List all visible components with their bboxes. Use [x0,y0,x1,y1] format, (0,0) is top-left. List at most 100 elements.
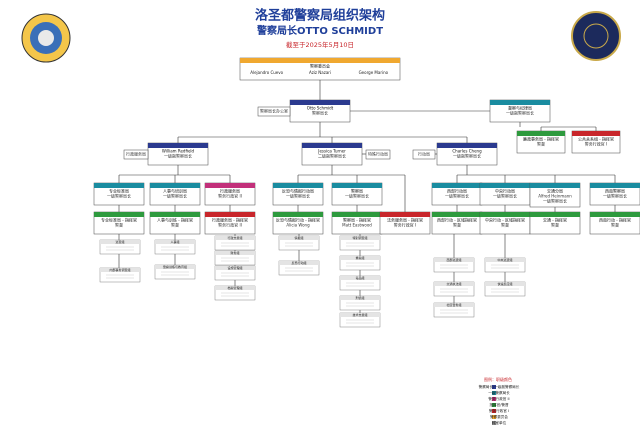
node-header [205,212,255,217]
subtitle: 警察局长OTTO SCHMIDT [256,24,383,37]
node-header [590,212,640,217]
node-header [94,183,144,188]
node-text: Otto Schmidt [307,106,334,111]
node-text: 反恐与情报行动 - 指挥官 [276,217,320,223]
node-text: 人事与训练 - 指挥官 [157,217,193,223]
node-text: 警督 [551,222,559,228]
node-header [302,143,362,148]
node-text: 一级副警察局长 [506,110,534,116]
node-header [590,183,640,188]
node-header [380,212,430,217]
node-text: 警察委员会 [310,63,330,69]
unit-header [100,240,140,244]
node-header [205,183,255,188]
unit-label: 特别调查组 [352,235,367,240]
node-text: 一级副警察局长 [164,153,192,159]
node-box [365,149,391,160]
legend-swatch [492,397,496,401]
node-text: 西部行动局 [447,188,467,194]
node-text: 法务服务局 - 指挥官 [387,217,423,223]
node-text: 一级警察局长 [543,198,567,204]
unit-label: 社区警务组 [446,302,461,307]
legend-swatch [492,409,496,413]
node-header [480,183,530,188]
police-badge [571,11,621,61]
unit-header [279,261,319,265]
node-text: 一级警察局长 [107,193,131,199]
node-text: 一级警察局长 [603,193,627,199]
node-text: 人事与培训局 [163,188,187,194]
node-text: 警督 [453,222,461,228]
node-text: 警务行政官 II [218,222,242,228]
node-box [412,149,436,160]
unit-header [434,303,474,307]
node-text: 警督 [501,222,509,228]
legend-swatch [492,421,496,425]
unit-header [155,240,195,244]
node-text: 专业标准局 [109,188,129,194]
legend-swatch [492,385,496,389]
node-header [517,131,565,136]
node-text: 警督 [171,222,179,228]
node-text: 特殊行动局 [368,151,388,157]
node-text: Charles Cheng [452,149,482,154]
legend-label: 一级警察局长 [488,390,510,395]
unit-header [215,236,255,240]
title: 洛圣都警察局组织架构 [255,8,385,24]
unit-label: 中央巡逻组 [497,257,512,262]
node-text: 行政服务局 - 指挥官 [212,217,248,223]
node-text: 警察局 [351,188,363,194]
node-text: 一级警察局长 [163,193,187,199]
unit-header [100,268,140,272]
legend-title: 图例：职级颜色 [484,376,512,382]
node-text: 一级警察局长 [493,193,517,199]
unit-header [434,282,474,286]
node-header [94,212,144,217]
unit-label: 财务组 [230,250,239,255]
node-header [240,58,400,63]
node-text: Matt Eastwood [342,223,372,228]
node-header [572,131,620,136]
node-header [273,183,323,188]
member-name: Alejandro Cuevo [250,70,283,75]
unit-label: 毒品组 [355,275,364,280]
node-header [148,143,208,148]
node-text: 西南警察局 [605,188,625,194]
unit-label: 刑侦组 [355,295,364,300]
unit-label: 反恐行动组 [291,260,306,265]
nodes: 警察委员会 Alejandro Cuevo Aziz Nazari George Ma… [93,57,640,328]
date: 截至于2025年5月10日 [286,40,354,49]
unit-label: 重案组 [355,255,364,260]
unit-header [340,296,380,300]
legend-label: 警察委员会 [490,414,508,419]
node-text: Alicia Wong [286,223,310,228]
node-text: 中央行动 - 区域指挥官 [485,217,525,223]
node-text: 交通 - 指挥官 [543,217,567,223]
unit-header [279,236,319,240]
node-text: 西南行动 - 指挥官 [599,217,631,223]
unit-label: 内部事务调查组 [109,267,130,272]
unit-header [340,256,380,260]
unit-label: 行政支援组 [227,235,242,240]
node-box [123,149,149,160]
node-header [530,212,580,217]
unit-header [215,251,255,255]
node-text: 警督 [115,222,123,228]
unit-header [340,313,380,317]
node-text: 警务行政官 II [218,193,242,199]
node-text: 警察局 - 指挥官 [343,217,371,223]
node-text: 警察局长办公室 [260,108,288,114]
node-header [480,212,530,217]
unit-header [485,282,525,286]
unit-label: 技术支援组 [352,312,367,317]
node-text: Jessica Turner [317,149,346,154]
unit-header [215,266,255,270]
node-header [530,183,580,188]
unit-label: 档案管理组 [227,285,242,290]
node-header [332,183,382,188]
legend-swatch [492,391,496,395]
legend-label: 警务行政官 II [488,396,509,401]
unit-label: 情报组 [294,235,303,240]
node-text: 行动局 [418,151,430,157]
